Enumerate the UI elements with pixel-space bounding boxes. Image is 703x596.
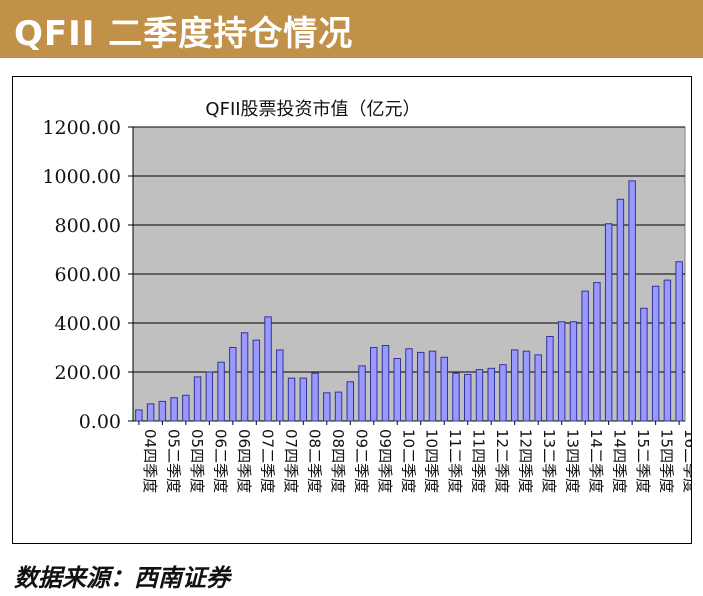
bar-14一季度 <box>569 321 578 422</box>
x-tick-label: 15四季度 <box>658 429 676 493</box>
bar-chart: QFII股票投资市值（亿元） 0.00 200.00 400.00 600.00 800… <box>42 99 691 493</box>
y-tick-label: 200.00 <box>55 362 121 384</box>
header-banner: QFII 二季度持仓情况 <box>0 0 703 58</box>
x-tick-label: 08二季度 <box>305 429 323 493</box>
chart-frame: QFII股票投资市值（亿元） 0.00 200.00 400.00 600.00 800… <box>12 76 692 544</box>
x-tick-label: 14二季度 <box>587 429 605 493</box>
bar-15二季度 <box>628 180 636 422</box>
bar-12一季度 <box>475 369 484 422</box>
y-tick-label: 1200.00 <box>42 117 121 139</box>
bar-07一季度 <box>240 332 249 422</box>
bar-10二季度 <box>393 358 401 422</box>
bar-08四季度 <box>323 392 331 422</box>
bar-05四季度 <box>182 394 190 422</box>
bar-15一季度 <box>616 198 625 422</box>
bar-06三季度 <box>217 361 225 422</box>
x-tick-label: 13二季度 <box>540 429 558 493</box>
bar-04四季度 <box>135 409 143 422</box>
bar-12二季度 <box>487 367 495 422</box>
x-tick-label: 10二季度 <box>399 429 417 493</box>
bar-12三季度 <box>499 364 507 422</box>
bar-10三季度 <box>405 348 413 422</box>
bar-14四季度 <box>604 223 613 422</box>
bar-09一季度 <box>334 391 343 422</box>
bar-09四季度 <box>370 347 378 422</box>
bar-11二季度 <box>440 356 448 422</box>
bar-10一季度 <box>381 345 390 422</box>
bar-13四季度 <box>557 321 566 422</box>
y-tick-label: 800.00 <box>55 215 121 237</box>
x-tick-label: 05二季度 <box>164 429 182 493</box>
bar-08一季度 <box>287 377 296 422</box>
x-tick-label: 08四季度 <box>329 429 347 493</box>
x-tick-label: 11二季度 <box>446 429 464 493</box>
x-tick-label: 11四季度 <box>470 429 488 493</box>
x-tick-label: 10四季度 <box>423 429 441 493</box>
y-tick-label: 1000.00 <box>42 166 121 188</box>
x-tick-label: 04四季度 <box>141 429 159 493</box>
y-tick-label: 400.00 <box>55 313 121 335</box>
bar-05二季度 <box>158 400 167 422</box>
bar-15三季度 <box>640 307 648 422</box>
bar-06四季度 <box>229 347 237 422</box>
bar-16二季度 <box>675 261 683 422</box>
x-tick-label: 06四季度 <box>235 429 253 493</box>
x-tick-label: 16二季度 <box>681 429 691 493</box>
bar-13二季度 <box>534 354 542 422</box>
x-tick-label: 09二季度 <box>352 429 370 493</box>
bar-06一季度 <box>193 376 202 422</box>
x-tick-label: 07二季度 <box>258 429 276 493</box>
x-tick-label: 13四季度 <box>564 429 582 493</box>
x-tick-label: 09四季度 <box>376 429 394 493</box>
bar-08三季度 <box>311 372 319 422</box>
bar-14二季度 <box>581 290 589 422</box>
bar-11一季度 <box>428 350 437 422</box>
x-tick-label: 12四季度 <box>517 429 535 493</box>
bar-07三季度 <box>264 316 272 422</box>
bar-16一季度 <box>663 279 672 422</box>
bar-09二季度 <box>346 381 355 422</box>
bar-15四季度 <box>651 285 660 422</box>
bar-12四季度 <box>510 349 519 422</box>
bar-14三季度 <box>593 282 601 422</box>
bar-07四季度 <box>276 349 284 422</box>
chart-title: QFII股票投资市值（亿元） <box>205 99 420 120</box>
bar-08二季度 <box>299 377 308 422</box>
bar-11四季度 <box>463 373 472 422</box>
bar-05一季度 <box>146 403 155 422</box>
y-tick-label: 600.00 <box>55 264 121 286</box>
x-tick-label: 12二季度 <box>493 429 511 493</box>
x-tick-label: 14四季度 <box>611 429 629 493</box>
bar-07二季度 <box>252 339 261 422</box>
x-tick-label: 06二季度 <box>211 429 229 493</box>
x-tick-label: 15二季度 <box>634 429 652 493</box>
x-tick-label: 07四季度 <box>282 429 300 493</box>
bar-06二季度 <box>205 371 214 422</box>
x-tick-label: 05四季度 <box>188 429 206 493</box>
bar-13一季度 <box>522 350 531 422</box>
source-note: 数据来源：西南证券 <box>14 563 230 592</box>
bar-10四季度 <box>417 351 425 422</box>
bar-05三季度 <box>170 397 178 422</box>
y-tick-label: 0.00 <box>79 411 121 433</box>
bar-13三季度 <box>546 335 554 422</box>
bar-09三季度 <box>358 365 366 422</box>
bar-11三季度 <box>452 372 460 422</box>
page-title: QFII 二季度持仓情况 <box>14 14 354 54</box>
